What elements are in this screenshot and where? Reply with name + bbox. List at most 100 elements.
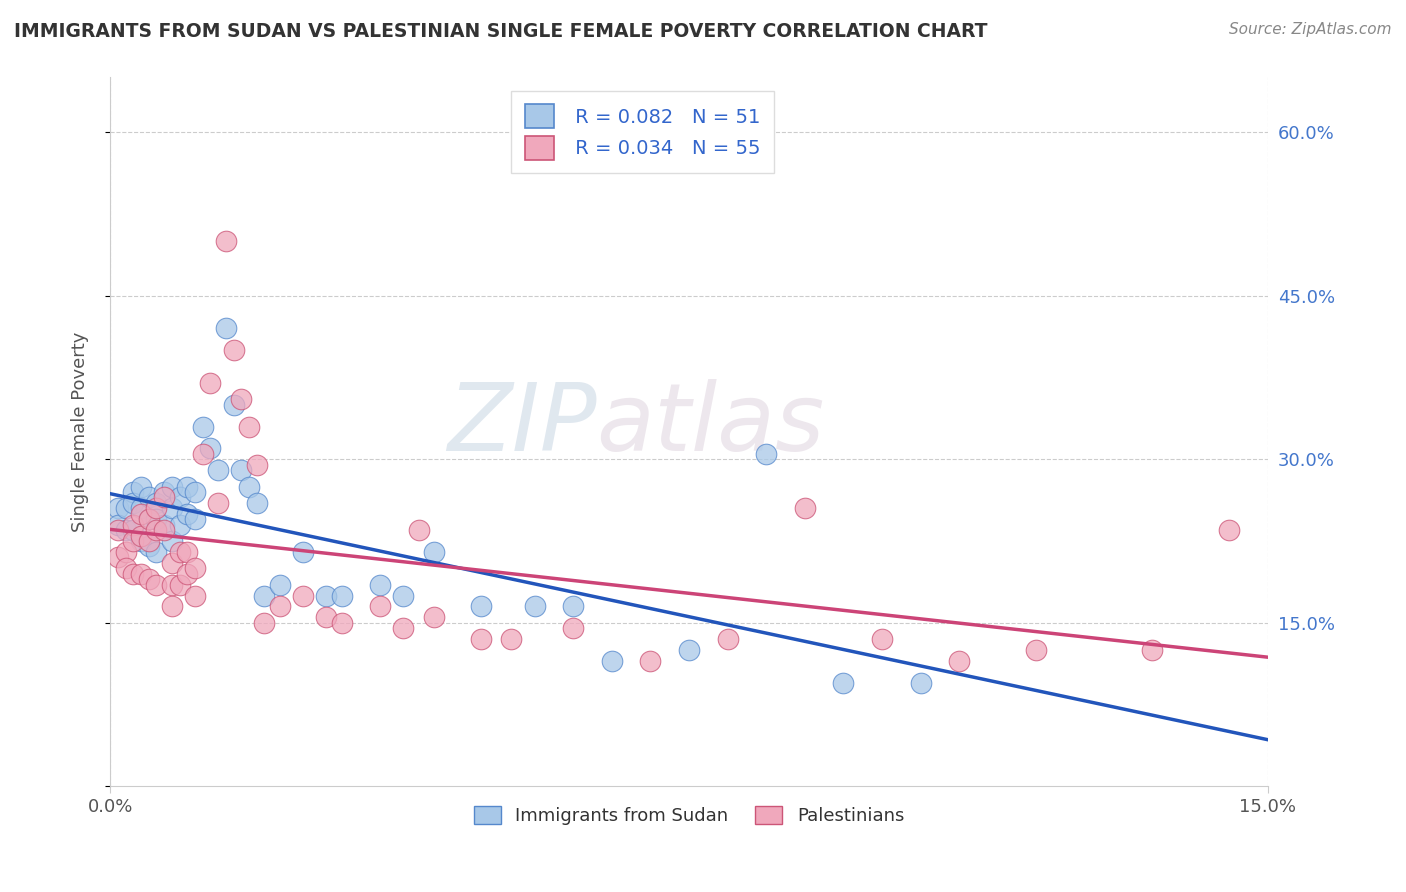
- Point: [191, 447, 214, 461]
- Point: [562, 621, 585, 635]
- Point: [269, 599, 291, 614]
- Point: [122, 523, 145, 537]
- Point: [678, 643, 700, 657]
- Point: [169, 517, 191, 532]
- Point: [330, 589, 353, 603]
- Point: [292, 589, 315, 603]
- Point: [184, 589, 207, 603]
- Point: [793, 501, 815, 516]
- Point: [215, 234, 238, 248]
- Point: [948, 654, 970, 668]
- Point: [832, 676, 855, 690]
- Point: [408, 523, 430, 537]
- Point: [200, 376, 222, 390]
- Point: [153, 523, 176, 537]
- Point: [1025, 643, 1047, 657]
- Point: [184, 512, 207, 526]
- Point: [200, 442, 222, 456]
- Text: ZIP: ZIP: [447, 379, 596, 470]
- Text: Source: ZipAtlas.com: Source: ZipAtlas.com: [1229, 22, 1392, 37]
- Point: [755, 447, 778, 461]
- Point: [176, 566, 198, 581]
- Point: [238, 479, 260, 493]
- Point: [114, 545, 136, 559]
- Point: [160, 534, 183, 549]
- Point: [1218, 523, 1240, 537]
- Point: [160, 479, 183, 493]
- Point: [176, 507, 198, 521]
- Point: [470, 632, 492, 647]
- Point: [129, 528, 152, 542]
- Point: [368, 577, 391, 591]
- Text: IMMIGRANTS FROM SUDAN VS PALESTINIAN SINGLE FEMALE POVERTY CORRELATION CHART: IMMIGRANTS FROM SUDAN VS PALESTINIAN SIN…: [14, 22, 987, 41]
- Point: [910, 676, 932, 690]
- Point: [523, 599, 546, 614]
- Point: [315, 589, 337, 603]
- Point: [169, 577, 191, 591]
- Point: [160, 556, 183, 570]
- Point: [207, 463, 229, 477]
- Point: [114, 523, 136, 537]
- Point: [129, 479, 152, 493]
- Point: [292, 545, 315, 559]
- Point: [122, 534, 145, 549]
- Point: [122, 496, 145, 510]
- Point: [138, 512, 160, 526]
- Legend: Immigrants from Sudan, Palestinians: Immigrants from Sudan, Palestinians: [464, 797, 914, 834]
- Point: [600, 654, 623, 668]
- Point: [184, 485, 207, 500]
- Point: [222, 398, 245, 412]
- Point: [315, 610, 337, 624]
- Point: [153, 485, 176, 500]
- Point: [138, 512, 160, 526]
- Point: [716, 632, 738, 647]
- Point: [562, 599, 585, 614]
- Point: [253, 589, 276, 603]
- Point: [129, 501, 152, 516]
- Point: [184, 561, 207, 575]
- Point: [169, 491, 191, 505]
- Point: [207, 496, 229, 510]
- Point: [330, 615, 353, 630]
- Point: [145, 501, 167, 516]
- Point: [176, 545, 198, 559]
- Point: [138, 572, 160, 586]
- Point: [392, 589, 415, 603]
- Point: [253, 615, 276, 630]
- Point: [107, 523, 129, 537]
- Point: [231, 463, 253, 477]
- Point: [501, 632, 523, 647]
- Point: [153, 517, 176, 532]
- Y-axis label: Single Female Poverty: Single Female Poverty: [72, 332, 89, 533]
- Point: [246, 458, 269, 472]
- Point: [107, 517, 129, 532]
- Point: [138, 540, 160, 554]
- Point: [423, 545, 446, 559]
- Point: [1140, 643, 1163, 657]
- Point: [470, 599, 492, 614]
- Point: [640, 654, 662, 668]
- Point: [138, 491, 160, 505]
- Point: [191, 419, 214, 434]
- Point: [231, 392, 253, 407]
- Point: [122, 517, 145, 532]
- Point: [129, 566, 152, 581]
- Point: [145, 496, 167, 510]
- Point: [114, 561, 136, 575]
- Point: [138, 534, 160, 549]
- Point: [269, 577, 291, 591]
- Point: [107, 550, 129, 565]
- Point: [145, 523, 167, 537]
- Point: [423, 610, 446, 624]
- Point: [215, 321, 238, 335]
- Point: [122, 566, 145, 581]
- Point: [129, 534, 152, 549]
- Point: [122, 485, 145, 500]
- Point: [176, 479, 198, 493]
- Point: [238, 419, 260, 434]
- Point: [107, 501, 129, 516]
- Point: [160, 599, 183, 614]
- Point: [145, 545, 167, 559]
- Point: [870, 632, 893, 647]
- Point: [153, 491, 176, 505]
